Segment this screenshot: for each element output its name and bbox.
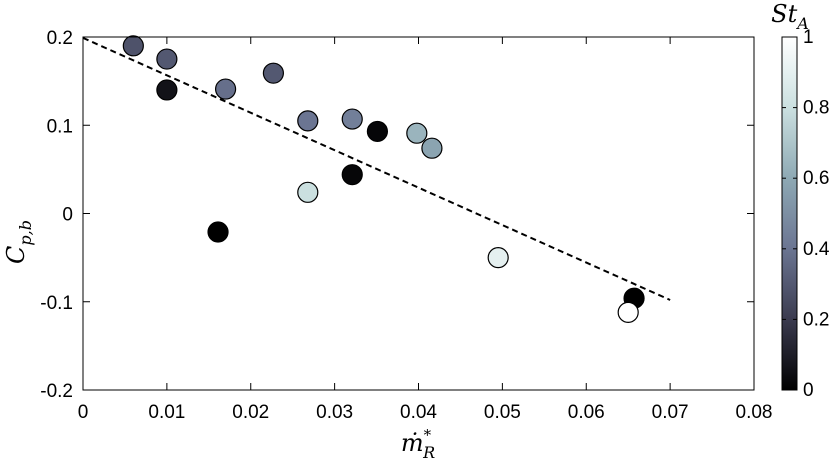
- x-tick-label: 0.03: [316, 402, 353, 423]
- x-tick-label: 0.08: [736, 402, 773, 423]
- x-tick-label: 0: [78, 402, 89, 423]
- data-point: [366, 120, 389, 143]
- data-point: [406, 122, 428, 144]
- y-axis-ticks: -0.2 -0.1 0 0.1 0.2: [40, 28, 754, 402]
- data-point: [297, 110, 319, 132]
- colorbar-tick-label: 0.4: [803, 239, 830, 260]
- colorbar-tick-label: 0.2: [803, 309, 829, 330]
- y-axis-label: Cp,b: [2, 220, 35, 264]
- x-tick-label: 0.02: [232, 402, 269, 423]
- data-point: [156, 79, 178, 101]
- data-point: [297, 181, 319, 203]
- data-point: [207, 221, 229, 243]
- data-point: [341, 164, 363, 186]
- data-point: [122, 35, 144, 57]
- plot-frame: [82, 36, 755, 391]
- colorbar-tick-label: 0.8: [803, 98, 829, 119]
- data-point: [487, 247, 509, 269]
- x-tick-label: 0.04: [400, 402, 437, 423]
- data-point: [421, 137, 443, 159]
- y-tick-label: -0.1: [40, 293, 73, 314]
- data-points: [122, 35, 645, 323]
- y-tick-label: 0: [62, 205, 73, 226]
- x-tick-label: 0.01: [148, 402, 185, 423]
- colorbar-ticks: 0 0.2 0.4 0.6 0.8 1: [782, 27, 830, 401]
- y-tick-label: -0.2: [40, 381, 73, 402]
- x-axis-ticks: 0 0.01 0.02 0.03 0.04 0.05 0.06 0.07 0.08: [78, 37, 773, 423]
- data-point: [341, 108, 363, 130]
- colorbar-tick-label: 1: [803, 27, 814, 48]
- data-point: [262, 62, 284, 84]
- x-tick-label: 0.06: [568, 402, 605, 423]
- colorbar-label: StA: [771, 0, 809, 33]
- colorbar: [781, 36, 798, 391]
- data-point: [214, 78, 237, 100]
- data-point: [156, 48, 178, 70]
- y-tick-label: 0.1: [47, 116, 73, 137]
- colorbar-tick-label: 0: [803, 380, 814, 401]
- x-tick-label: 0.05: [484, 402, 521, 423]
- data-point: [617, 301, 639, 323]
- y-tick-label: 0.2: [47, 28, 73, 49]
- fit-line: [82, 36, 671, 301]
- x-tick-label: 0.07: [652, 402, 689, 423]
- colorbar-tick-label: 0.6: [803, 168, 829, 189]
- x-axis-label: ṁ* R: [401, 426, 435, 461]
